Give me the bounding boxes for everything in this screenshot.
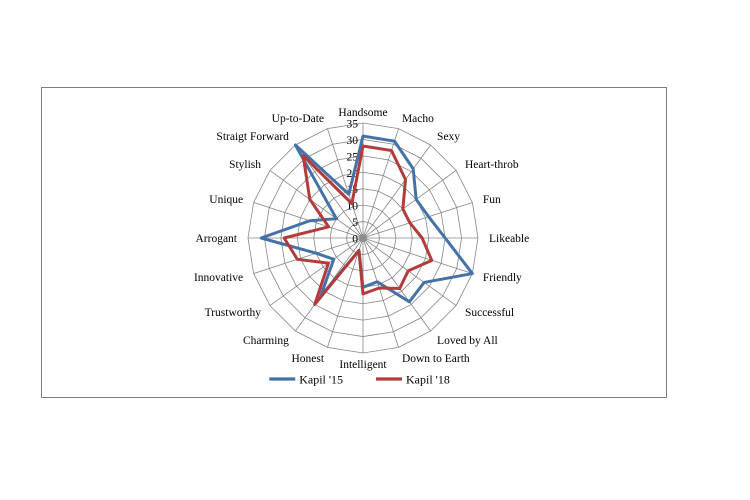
radar-category-label-charming: Charming <box>243 335 289 347</box>
radar-axis-spoke <box>362 128 399 239</box>
legend-item-label[interactable]: Kapil '15 <box>299 373 343 387</box>
radar-category-label-straigt-forward: Straigt Forward <box>216 131 289 143</box>
radar-axis-spoke <box>269 237 364 306</box>
radar-category-label-handsome: Handsome <box>338 107 387 119</box>
radar-axis-spoke <box>269 170 364 239</box>
radar-category-label-sexy: Sexy <box>437 131 460 143</box>
chart-frame: 0 5 10 15 20 25 30 35 Handsome Macho Sexy Heart-th… <box>41 87 667 398</box>
radar-axis-spoke <box>362 237 473 274</box>
radial-tick-label: 35 <box>347 119 359 131</box>
radial-tick-label: 5 <box>352 217 358 229</box>
radar-axis-spoke <box>253 237 364 274</box>
radar-category-label-macho: Macho <box>402 113 434 125</box>
radar-axis-spoke <box>362 237 399 348</box>
radar-category-label-friendly: Friendly <box>483 272 522 284</box>
radar-series-1 <box>259 134 474 304</box>
radar-axis-spoke <box>327 237 364 348</box>
legend-item-label[interactable]: Kapil '18 <box>406 373 450 387</box>
radial-tick-label: 0 <box>352 234 358 246</box>
radar-category-label-innovative: Innovative <box>194 272 243 284</box>
radar-series-2 <box>282 144 434 306</box>
radar-axis-spoke <box>362 144 431 239</box>
radar-axis-spoke <box>362 170 457 239</box>
radar-category-label-fun: Fun <box>483 194 501 206</box>
radar-category-label-down-to-earth: Down to Earth <box>402 353 470 365</box>
radar-axis-spoke <box>362 202 473 239</box>
radar-axis-spoke <box>327 128 364 239</box>
radar-axis-spoke <box>362 237 431 332</box>
radar-category-label-trustworthy: Trustworthy <box>205 307 262 319</box>
radar-category-label-stylish: Stylish <box>229 159 261 171</box>
radial-tick-label: 25 <box>347 151 359 163</box>
radial-tick-label: 15 <box>347 184 359 196</box>
radar-category-label-arrogant: Arrogant <box>195 233 237 245</box>
radar-category-label-likeable: Likeable <box>489 233 529 245</box>
radar-category-label-loved-by-all: Loved by All <box>437 335 498 347</box>
radar-category-label-intelligent: Intelligent <box>339 359 387 371</box>
radar-category-label-honest: Honest <box>291 353 324 365</box>
radial-tick-label: 10 <box>347 201 359 213</box>
radar-series <box>259 134 474 306</box>
radar-category-label-heart-throb: Heart-throb <box>465 159 519 171</box>
radar-center-hub <box>359 234 367 242</box>
chart-legend[interactable]: Kapil '15 Kapil '18 <box>269 373 450 387</box>
radar-category-label-unique: Unique <box>209 194 243 206</box>
radar-category-label-up-to-date: Up-to-Date <box>272 113 324 125</box>
radial-tick-label: 30 <box>347 135 359 147</box>
radar-category-label-successful: Successful <box>465 307 514 319</box>
